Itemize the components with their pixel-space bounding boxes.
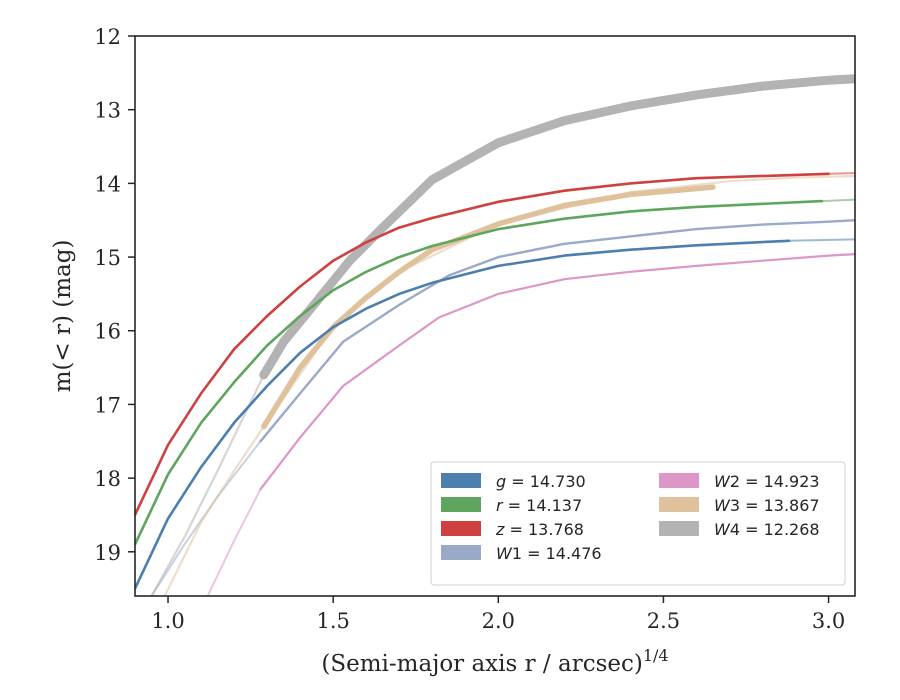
legend-swatch bbox=[659, 521, 699, 536]
y-tick-label: 19 bbox=[94, 541, 121, 565]
legend-label: W3 = 13.867 bbox=[714, 496, 820, 515]
series-extrapolation-5 bbox=[206, 488, 262, 596]
legend: g = 14.730 r = 14.137 z = 13.768 W1 = 14.47… bbox=[430, 461, 846, 586]
plot-frame bbox=[134, 35, 856, 597]
legend-swatch bbox=[441, 497, 481, 512]
series-layer bbox=[135, 74, 855, 596]
series-line-3 bbox=[135, 172, 830, 517]
legend-swatch bbox=[441, 545, 481, 560]
y-tick-label: 18 bbox=[94, 467, 121, 491]
legend-box bbox=[430, 461, 846, 586]
series-line-7 bbox=[259, 74, 855, 380]
x-tick-label: 2.5 bbox=[647, 609, 680, 633]
series-extrapolation-3 bbox=[827, 172, 855, 175]
y-tick-label: 17 bbox=[94, 393, 121, 417]
series-line-4 bbox=[259, 219, 855, 443]
series-line-5 bbox=[259, 253, 855, 491]
legend-label: W2 = 14.923 bbox=[714, 472, 820, 491]
series-line-1 bbox=[135, 239, 791, 590]
x-tick-label: 1.5 bbox=[316, 609, 349, 633]
x-axis-ticks: 1.0 1.5 2.0 2.5 3.0 bbox=[151, 596, 845, 633]
legend-label: r = 14.137 bbox=[496, 496, 582, 515]
y-tick-label: 16 bbox=[94, 320, 121, 344]
legend-label: g = 14.730 bbox=[496, 472, 586, 491]
y-tick-label: 13 bbox=[94, 99, 121, 123]
y-tick-label: 12 bbox=[94, 25, 121, 49]
y-axis-label: m(< r) (mag) bbox=[50, 240, 76, 393]
series-extrapolation-7 bbox=[150, 373, 265, 596]
x-tick-label: 3.0 bbox=[812, 609, 845, 633]
legend-label: W4 = 12.268 bbox=[714, 520, 820, 539]
legend-swatch bbox=[659, 473, 699, 488]
series-line-6 bbox=[261, 184, 716, 430]
y-tick-label: 15 bbox=[94, 246, 121, 270]
series-extrapolation-1 bbox=[787, 238, 855, 242]
series-extrapolation-2 bbox=[821, 198, 855, 203]
legend-swatch bbox=[659, 497, 699, 512]
x-axis-label: (Semi-major axis r / arcsec)1/4 bbox=[321, 646, 668, 677]
legend-swatch bbox=[441, 473, 481, 488]
legend-label: z = 13.768 bbox=[495, 520, 584, 539]
legend-swatch bbox=[441, 521, 481, 536]
series-line-2 bbox=[135, 199, 824, 546]
legend-label: W1 = 14.476 bbox=[496, 544, 602, 563]
y-axis-ticks: 12 13 14 15 16 17 18 19 bbox=[94, 25, 135, 565]
y-tick-label: 14 bbox=[94, 172, 121, 196]
x-tick-label: 1.0 bbox=[151, 609, 184, 633]
x-tick-label: 2.0 bbox=[482, 609, 515, 633]
